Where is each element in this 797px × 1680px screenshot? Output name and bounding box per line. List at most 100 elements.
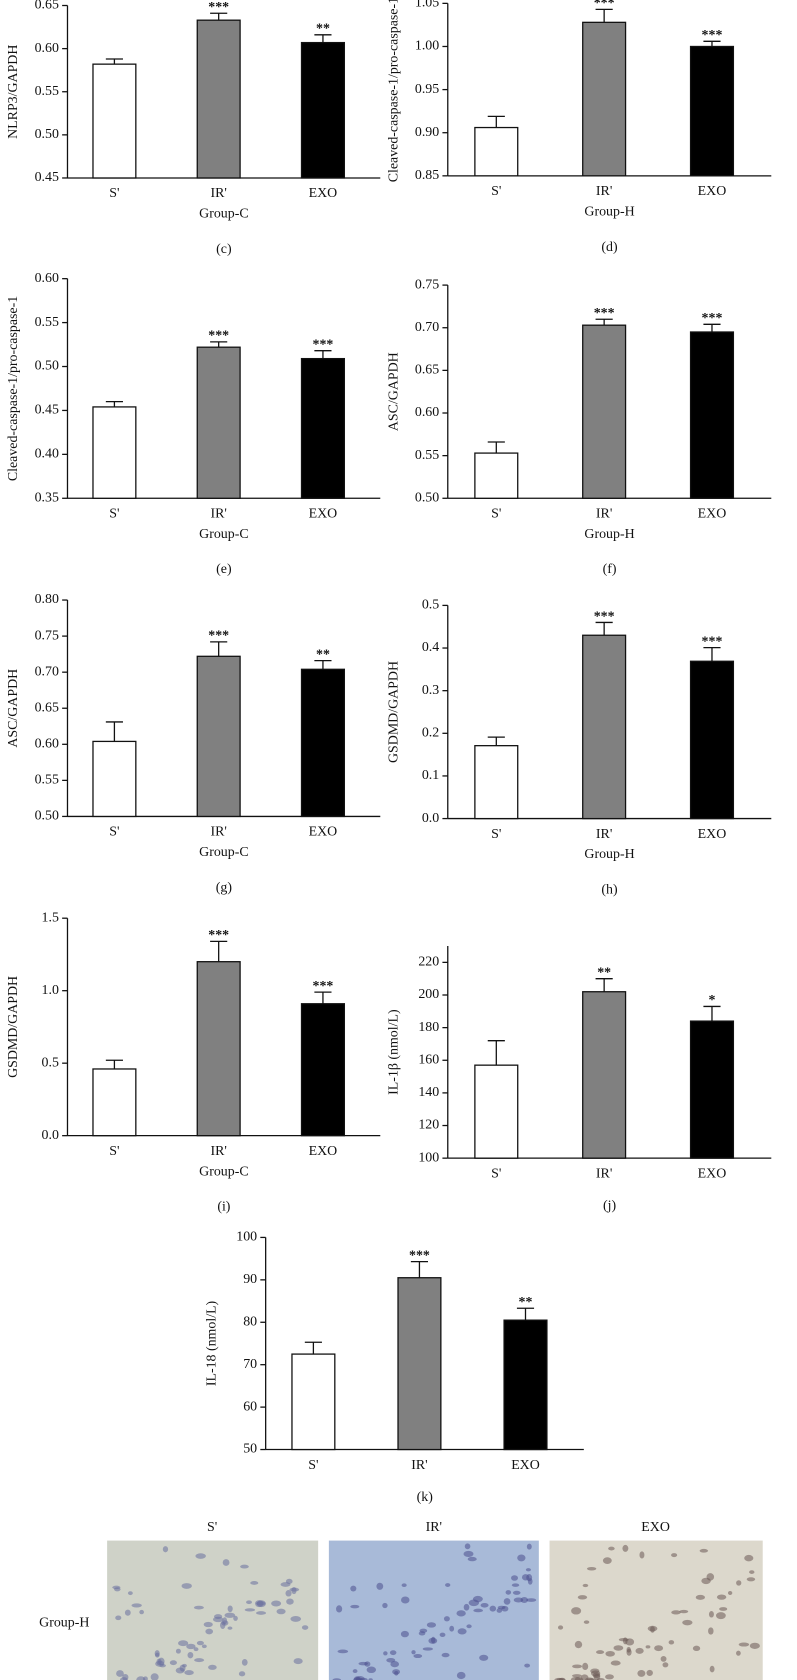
x-tick-label: EXO [698, 1166, 727, 1181]
cell [158, 1657, 165, 1666]
cell [456, 1671, 466, 1680]
y-tick-label: 0.50 [35, 359, 59, 374]
bar [397, 1277, 442, 1451]
cell [366, 1666, 377, 1674]
cell [350, 1585, 357, 1592]
cell [662, 1662, 669, 1668]
bar [196, 961, 241, 1137]
cell [178, 1640, 189, 1647]
x-axis-label: Group-C [199, 845, 248, 860]
y-axis-label: Cleaved-caspase-1/pro-caspase-1 [6, 296, 21, 481]
significance-label: *** [594, 306, 615, 321]
cell [352, 1669, 358, 1674]
cell [622, 1637, 628, 1645]
x-tick-label: S' [491, 827, 501, 842]
cell [376, 1582, 384, 1590]
cell [246, 1600, 252, 1605]
y-tick-label: 0.95 [415, 82, 439, 97]
x-tick-label: S' [109, 1144, 119, 1159]
error-bar [410, 1260, 429, 1278]
cell [175, 1667, 185, 1674]
significance-label: *** [594, 0, 615, 11]
cell [605, 1650, 615, 1657]
bar [689, 660, 735, 820]
cell [208, 1664, 217, 1670]
y-tick-label: 0.60 [35, 736, 59, 751]
cell [131, 1603, 142, 1608]
x-tick-label: EXO [309, 1144, 338, 1159]
cell [233, 1615, 238, 1621]
cell [610, 1660, 621, 1666]
cell [520, 1597, 529, 1603]
caption: (k) [417, 1490, 434, 1505]
cell [136, 1676, 146, 1680]
x-tick-label: S' [491, 184, 501, 199]
cell [411, 1650, 416, 1655]
cell [389, 1650, 397, 1656]
y-tick-label: 60 [243, 1399, 257, 1414]
x-axis-label: Group-H [584, 204, 634, 219]
error-bar [595, 318, 613, 326]
x-axis-label: Group-C [199, 1164, 248, 1179]
cell [293, 1658, 303, 1665]
cell [426, 1622, 437, 1628]
y-tick-label: 70 [243, 1357, 257, 1372]
x-tick-label: EXO [698, 827, 727, 842]
significance-label: *** [313, 979, 334, 994]
y-tick-label: 120 [418, 1118, 439, 1133]
y-tick-label: 0.35 [35, 490, 59, 505]
caption: (i) [217, 1200, 230, 1215]
cell [353, 1676, 361, 1680]
cell [119, 1677, 128, 1680]
cell [301, 1625, 309, 1630]
cell [716, 1612, 726, 1620]
significance-label: *** [702, 634, 723, 649]
y-tick-label: 0.4 [422, 640, 439, 655]
error-bar [105, 1059, 123, 1069]
cell [512, 1590, 521, 1595]
bar [300, 668, 346, 818]
x-tick-label: S' [308, 1458, 318, 1473]
y-tick-label: 0.45 [35, 403, 59, 418]
y-axis-label: NLRP3/GAPDH [6, 45, 21, 139]
caption: (d) [601, 240, 618, 255]
significance-label: *** [409, 1248, 430, 1263]
cell [716, 1594, 727, 1600]
cell [162, 1546, 169, 1553]
cell [613, 1645, 624, 1651]
error-bar [210, 940, 228, 962]
y-tick-label: 100 [418, 1150, 439, 1165]
cell [592, 1672, 601, 1679]
cell [116, 1670, 124, 1677]
bar [582, 634, 627, 820]
cell [679, 1609, 689, 1614]
y-axis-label: ASC/GAPDH [6, 669, 21, 748]
cell [428, 1637, 438, 1644]
cell [583, 1620, 590, 1624]
x-tick-label: S' [491, 507, 501, 522]
cell [572, 1664, 583, 1669]
bar [474, 1064, 519, 1159]
y-tick-label: 0.55 [35, 315, 59, 330]
cell [608, 1546, 615, 1551]
cell [439, 1632, 446, 1637]
cell [582, 1583, 589, 1588]
cell [709, 1665, 715, 1673]
significance-label: *** [313, 338, 334, 353]
error-bar [703, 646, 721, 662]
cell [184, 1670, 194, 1676]
cell [473, 1608, 484, 1613]
caption: (c) [216, 242, 232, 257]
micrograph-panel [549, 1540, 763, 1680]
bar [291, 1353, 336, 1451]
caption: (j) [603, 1199, 616, 1214]
cell [193, 1647, 199, 1652]
cell [139, 1609, 144, 1615]
cell [256, 1601, 266, 1606]
cell [571, 1607, 582, 1615]
y-tick-label: 1.0 [42, 983, 59, 998]
x-tick-label: EXO [511, 1458, 540, 1473]
y-tick-label: 180 [418, 1020, 439, 1035]
significance-label: * [709, 993, 716, 1008]
